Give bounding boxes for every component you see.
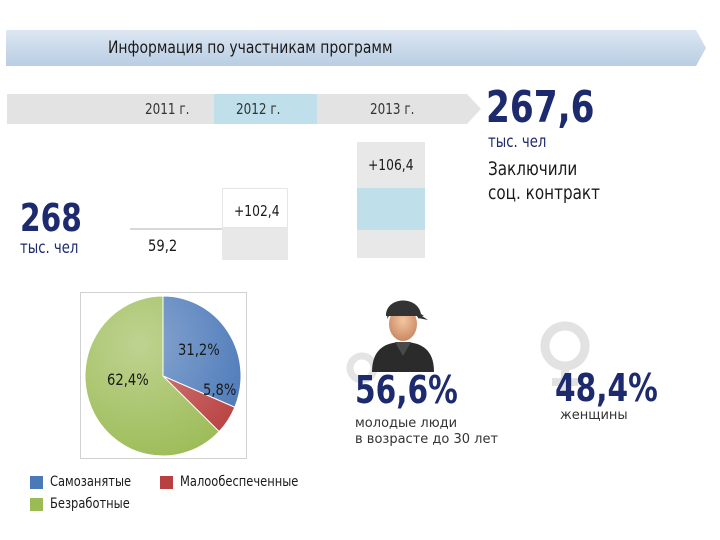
contract-caption-2: соц. контракт	[488, 182, 600, 204]
legend-self-employed: Самозанятые	[50, 474, 132, 490]
young-percent: 56,6%	[355, 368, 458, 412]
young-person-icon	[372, 300, 434, 372]
column-2013	[357, 142, 425, 258]
year-bar-2011	[7, 94, 214, 124]
column-2012	[222, 188, 288, 260]
year-bar-2013	[317, 94, 481, 124]
base-2012: 59,2	[148, 236, 178, 255]
connector-line	[130, 228, 222, 230]
value-2011: 268	[20, 196, 82, 240]
page-title: Информация по участникам программ	[108, 38, 393, 58]
contract-unit: тыс. чел	[488, 132, 547, 152]
pie-frame	[80, 292, 247, 459]
contract-value: 267,6	[486, 82, 595, 133]
pie-label-unemployed: 62,4%	[107, 370, 149, 389]
pie-chart	[84, 295, 242, 457]
pie-label-low-income: 5,8%	[203, 380, 237, 399]
legend-swatch-low-income	[160, 476, 173, 489]
year-label-2011: 2011 г.	[145, 100, 190, 118]
year-label-2012: 2012 г.	[236, 100, 281, 118]
women-caption: женщины	[560, 408, 628, 423]
increase-2012: +102,4	[234, 202, 280, 220]
contract-caption-1: Заключили	[488, 158, 578, 180]
young-caption-1: молодые люди	[355, 416, 458, 431]
young-caption-2: в возрасте до 30 лет	[355, 432, 499, 447]
female-symbol-icon	[540, 321, 590, 392]
increase-2013: +106,4	[368, 156, 414, 174]
legend-low-income: Малообеспеченные	[180, 474, 299, 490]
women-percent: 48,4%	[555, 366, 658, 410]
pie-label-self-employed: 31,2%	[178, 340, 220, 359]
legend-swatch-unemployed	[30, 498, 43, 511]
legend-unemployed: Безработные	[50, 496, 130, 512]
unit-2011: тыс. чел	[20, 238, 79, 258]
legend-swatch-self-employed	[30, 476, 43, 489]
year-bar-2012	[214, 94, 317, 124]
year-label-2013: 2013 г.	[370, 100, 415, 118]
header-banner	[6, 30, 706, 66]
